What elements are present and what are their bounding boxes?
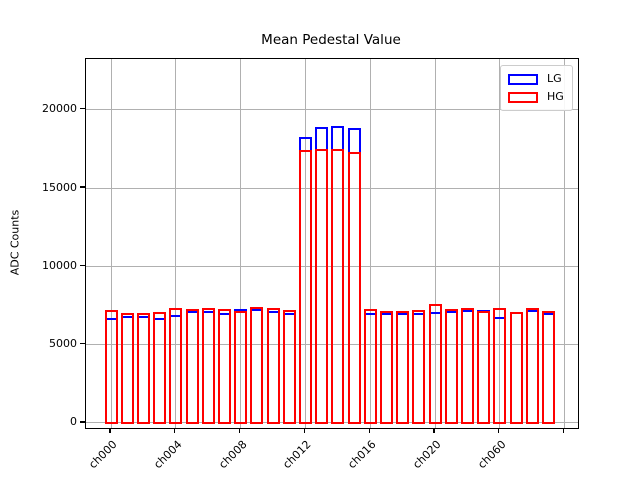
- bar-hg-ch012: [298, 149, 312, 424]
- x-gridline: [564, 59, 566, 428]
- bar-hg-ch007: [217, 309, 231, 424]
- y-tick-mark: [80, 342, 85, 345]
- x-tick-label-ch000: ch000: [86, 437, 120, 472]
- bar-hg-ch019: [412, 310, 426, 424]
- bar-hg-ch013: [315, 149, 329, 424]
- legend-label: LG: [547, 72, 562, 85]
- bar-hg-ch003: [153, 311, 167, 424]
- bar-hg-ch011: [282, 310, 296, 424]
- bar-hg-ch060: [493, 308, 507, 424]
- bar-hg-ch020: [428, 303, 442, 424]
- bar-hg-ch014: [331, 149, 345, 424]
- y-tick-label: 5000: [49, 337, 77, 351]
- bar-hg-ch062: [525, 308, 539, 424]
- legend-item-lg: LG: [508, 71, 565, 87]
- bar-hg-ch063: [541, 311, 555, 424]
- bar-hg-ch001: [120, 313, 134, 424]
- bar-hg-ch017: [379, 310, 393, 424]
- y-gridline: [86, 109, 578, 111]
- x-tick-mark: [303, 428, 306, 433]
- x-gridline: [110, 59, 112, 428]
- x-gridline: [240, 59, 242, 428]
- legend-swatch-lg: [508, 73, 538, 85]
- bar-hg-ch021: [444, 308, 458, 424]
- bar-hg-ch008: [234, 310, 248, 424]
- x-gridline: [304, 59, 306, 428]
- bar-hg-ch002: [136, 312, 150, 424]
- x-tick-mark: [174, 428, 176, 433]
- bar-hg-ch015: [347, 151, 361, 424]
- legend-swatch-hg: [508, 91, 538, 103]
- x-gridline: [369, 59, 371, 428]
- bar-hg-ch005: [185, 309, 199, 424]
- bar-hg-ch009: [250, 306, 264, 424]
- x-tick-label-ch016: ch016: [345, 437, 379, 472]
- y-tick-mark: [80, 421, 85, 423]
- x-tick-mark: [238, 428, 241, 433]
- y-tick-mark: [80, 264, 85, 267]
- bar-hg-ch023: [477, 311, 491, 424]
- bar-hg-ch006: [201, 308, 215, 424]
- x-gridline: [175, 59, 177, 428]
- x-tick-mark: [109, 428, 111, 433]
- x-tick-label-ch004: ch004: [151, 437, 185, 472]
- x-tick-label-ch008: ch008: [215, 437, 250, 472]
- legend-label: HG: [547, 90, 564, 103]
- x-gridline: [434, 59, 436, 428]
- y-tick-mark: [80, 186, 85, 188]
- bar-hg-ch061: [509, 311, 523, 424]
- x-tick-label-ch020: ch020: [410, 437, 444, 472]
- x-tick-mark: [433, 428, 435, 433]
- bar-hg-ch000: [104, 310, 118, 424]
- bar-hg-ch022: [460, 308, 474, 424]
- y-tick-label: 10000: [42, 258, 77, 272]
- x-tick-label-ch012: ch012: [280, 437, 314, 472]
- legend-item-hg: HG: [508, 89, 565, 105]
- y-tick-label: 15000: [42, 180, 77, 194]
- plot-area: [85, 58, 579, 429]
- y-axis-label: ADC Counts: [8, 209, 22, 276]
- bar-hg-ch018: [396, 310, 410, 424]
- bar-hg-ch004: [169, 307, 183, 424]
- bar-hg-ch016: [363, 309, 377, 424]
- x-tick-label-ch060: ch060: [475, 437, 509, 472]
- x-gridline: [499, 59, 501, 428]
- legend: LG HG: [500, 65, 573, 111]
- bar-hg-ch010: [266, 307, 280, 424]
- y-tick-label: 0: [70, 415, 77, 429]
- y-tick-mark: [80, 108, 85, 110]
- x-tick-mark: [368, 428, 370, 433]
- y-tick-label: 20000: [42, 102, 77, 116]
- chart-title: Mean Pedestal Value: [261, 32, 401, 48]
- x-tick-mark: [562, 428, 565, 433]
- x-tick-mark: [498, 428, 500, 433]
